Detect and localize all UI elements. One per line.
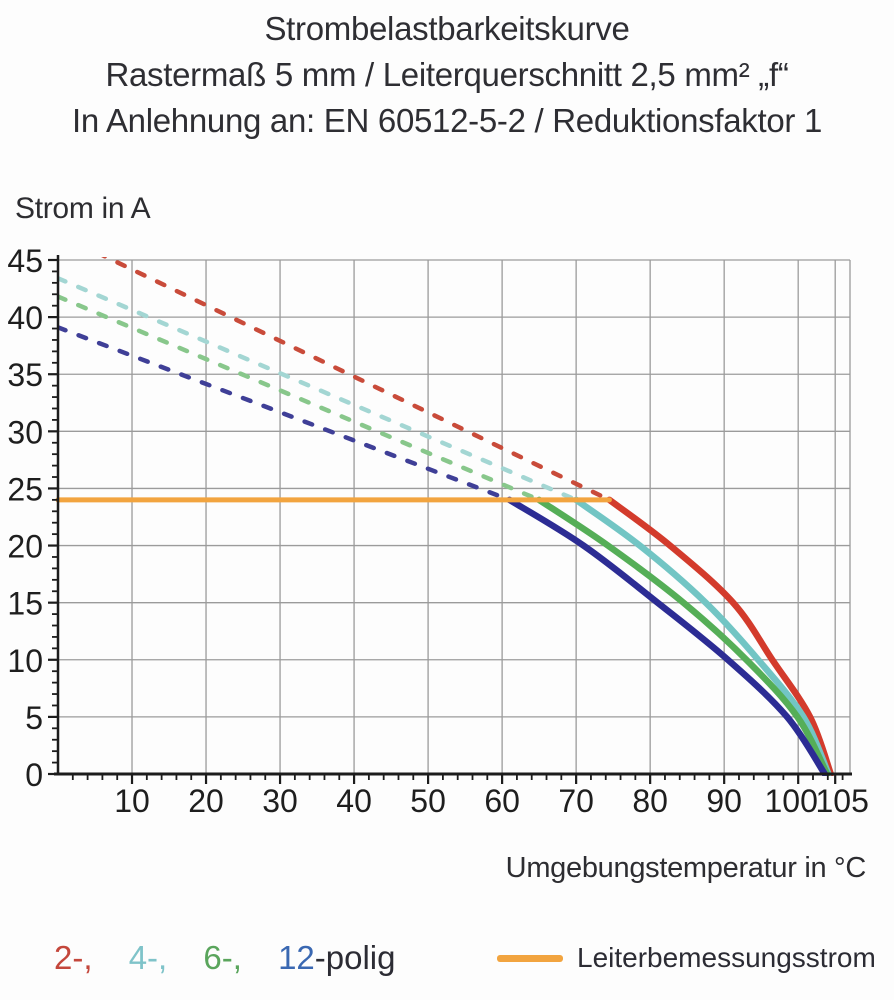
x-tick-label: 90	[706, 783, 742, 819]
legend-item-6polig: 6-,	[203, 939, 242, 976]
x-tick-label: 105	[816, 783, 869, 819]
title-line-2: Rastermaß 5 mm / Leiterquerschnitt 2,5 m…	[105, 56, 789, 93]
y-tick-label: 20	[7, 529, 43, 565]
solid-curve-12-polig	[506, 496, 829, 776]
x-tick-label: 80	[632, 783, 668, 819]
grid	[58, 259, 851, 774]
y-tick-label: 5	[25, 700, 43, 736]
solid-curve-4-polig	[572, 496, 832, 776]
rated-current-label: Leiterbemessungsstrom	[577, 942, 876, 973]
legend-poles: 2-, 4-, 6-, 12-polig	[54, 936, 396, 980]
solid-curve-2-polig	[606, 496, 835, 776]
x-tick-label: 70	[558, 783, 594, 819]
x-tick-label: 100	[764, 783, 817, 819]
dashed-line-6-polig	[58, 294, 542, 503]
title-line-3: In Anlehnung an: EN 60512-5-2 / Reduktio…	[71, 102, 822, 139]
y-tick-label: 0	[25, 757, 43, 793]
title-block: Strombelastbarkeitskurve Rastermaß 5 mm …	[0, 6, 894, 144]
solid-curve-6-polig	[535, 496, 831, 776]
dashed-line-4-polig	[58, 276, 579, 503]
legend-item-2polig: 2-,	[54, 939, 93, 976]
dashed-lines	[58, 257, 612, 503]
dashed-line-12-polig	[58, 325, 512, 503]
y-tick-label: 45	[7, 243, 43, 279]
title-line-1: Strombelastbarkeitskurve	[264, 10, 630, 47]
y-axis-title: Strom in A	[15, 192, 151, 225]
legend-item-4polig: 4-,	[128, 939, 168, 976]
x-tick-label: 10	[114, 783, 150, 819]
x-tick-label: 50	[410, 783, 446, 819]
rated-current-line-swatch	[497, 954, 563, 962]
y-tick-label: 25	[7, 471, 43, 507]
y-tick-label: 10	[7, 643, 43, 679]
x-tick-label: 60	[484, 783, 520, 819]
dashed-line-2-polig	[101, 257, 612, 503]
x-axis-title: Umgebungstemperatur in °C	[505, 852, 867, 884]
legend-poles-suffix: -polig	[314, 939, 396, 976]
axes	[54, 255, 852, 776]
ticks	[48, 258, 844, 784]
y-tick-label: 40	[7, 300, 43, 336]
y-tick-label: 35	[7, 357, 43, 393]
solid-curves	[506, 496, 835, 776]
x-tick-label: 30	[262, 783, 298, 819]
x-tick-label: 40	[336, 783, 372, 819]
y-tick-label: 15	[7, 586, 43, 622]
y-tick-label: 30	[7, 414, 43, 450]
legend-rated-current: Leiterbemessungsstrom	[497, 936, 876, 980]
legend-item-12polig: 12	[278, 939, 315, 976]
x-tick-label: 20	[188, 783, 224, 819]
